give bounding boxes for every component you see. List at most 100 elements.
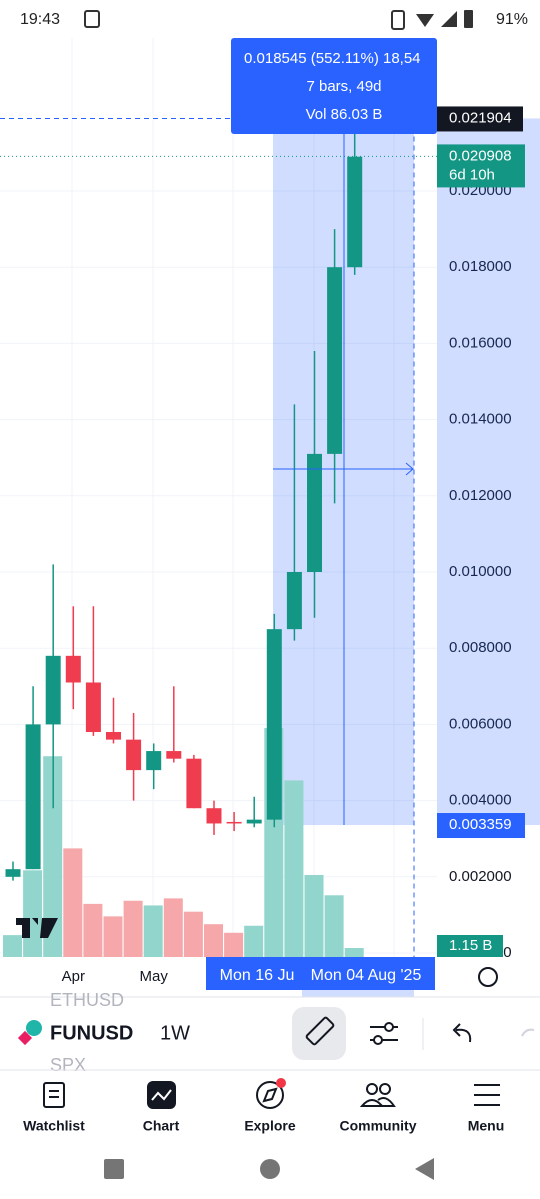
status-icon <box>84 10 100 28</box>
y-tick-label: 0.008000 <box>449 639 512 656</box>
interval[interactable]: 1W <box>160 1022 190 1044</box>
volume-bar <box>23 870 43 957</box>
y-tick-label: 0.010000 <box>449 563 512 580</box>
plot-area <box>0 38 437 957</box>
nav-icons <box>43 1081 500 1109</box>
signal-icon <box>441 11 457 27</box>
volume-bar <box>244 925 264 957</box>
volume-label: 1.15 B <box>449 937 492 954</box>
last-price: 0.020908 <box>449 147 512 164</box>
volume-label-box <box>437 935 503 957</box>
candle-body <box>186 758 202 809</box>
tooltip-line: 7 bars, 49d <box>306 78 381 95</box>
candle-body <box>307 453 322 572</box>
tooltip-line: 0.018545 (552.11%) 18,54 <box>244 50 421 67</box>
logo <box>16 918 58 938</box>
battery-icon <box>464 10 473 28</box>
indicators-button[interactable] <box>370 1022 398 1045</box>
nav-label[interactable]: Explore <box>244 1118 296 1134</box>
volume-bar <box>3 935 22 957</box>
measure-low-box <box>437 813 525 839</box>
symbol-icon <box>26 1020 42 1036</box>
candle-body <box>286 572 302 630</box>
status-battery: 91% <box>496 11 528 28</box>
y-tick-label: 0.016000 <box>449 334 512 351</box>
candle-body <box>45 655 61 725</box>
volume-bar <box>304 874 324 957</box>
volume-bar <box>204 924 223 957</box>
nav-label[interactable]: Menu <box>468 1118 505 1134</box>
volume-bar <box>324 895 344 957</box>
volume-bar <box>284 780 304 957</box>
recents-button[interactable] <box>104 1159 124 1179</box>
nav-label[interactable]: Watchlist <box>23 1118 85 1134</box>
home-button[interactable] <box>260 1159 280 1179</box>
x-tick-label: Apr <box>62 968 85 985</box>
candle-body <box>85 682 101 733</box>
tooltip-line: Vol 86.03 B <box>306 106 383 123</box>
candle-body <box>5 869 21 877</box>
y-tick-label: 0.012000 <box>449 487 512 504</box>
measure-tooltip <box>231 38 437 134</box>
status-time: 19:43 <box>20 11 60 28</box>
volume-bar <box>344 948 364 957</box>
ruler-button[interactable] <box>292 1007 346 1060</box>
measure-arrow <box>273 462 414 476</box>
volume-bar <box>63 848 83 957</box>
settings-icon[interactable] <box>478 967 498 987</box>
symbol-icon-2 <box>17 1030 33 1046</box>
countdown: 6d 10h <box>449 166 495 183</box>
candle-body <box>126 739 142 771</box>
measure-x-box <box>206 957 435 990</box>
volume-bar <box>123 900 143 957</box>
x-tick-label: May <box>140 968 169 985</box>
candle-body <box>25 724 41 870</box>
crosshair-price: 0.021904 <box>449 109 512 126</box>
status-bar <box>0 0 540 38</box>
candle-body <box>106 732 121 740</box>
next-symbol: SPX <box>50 1055 86 1075</box>
crosshair-price-box <box>437 106 523 132</box>
candle-body <box>327 267 343 454</box>
candle-body <box>65 655 81 683</box>
notification-dot <box>276 1078 286 1088</box>
volume-bar <box>224 932 244 957</box>
prev-symbol: ETHUSD <box>50 990 124 1010</box>
measure-start-date: Mon 16 Ju <box>220 967 295 984</box>
y-tick-label: 0.014000 <box>449 411 512 428</box>
volume-bar <box>103 916 123 957</box>
candle-body <box>266 629 282 820</box>
chart-nav-icon <box>147 1081 176 1109</box>
nav-label[interactable]: Community <box>340 1118 417 1134</box>
measure-low: 0.003359 <box>449 816 512 833</box>
wifi-icon <box>416 14 434 27</box>
candle-body <box>206 808 222 824</box>
redo-button <box>521 1028 535 1037</box>
candle-body <box>166 751 182 759</box>
symbol[interactable]: FUNUSD <box>50 1022 133 1044</box>
overlay: 0.021904 0.020908 6d 10h 0.003359 1.15 B 0.01… <box>16 38 525 957</box>
y-tick-label: 0.006000 <box>449 715 512 732</box>
undo-button[interactable] <box>452 1023 472 1043</box>
candle-body <box>246 819 262 824</box>
back-button[interactable] <box>415 1158 434 1180</box>
volume-bar <box>43 756 63 957</box>
volume-bar <box>163 898 183 957</box>
ruler-icon <box>305 1016 335 1046</box>
volume-bar <box>83 903 103 957</box>
price-axis: 0.0000000.0020000.0040000.0060000.008000… <box>437 118 540 961</box>
nav-label[interactable]: Chart <box>143 1118 180 1134</box>
last-price-box <box>437 144 525 188</box>
y-tick-label: 0.002000 <box>449 868 512 885</box>
volume-bar <box>183 911 203 957</box>
y-tick-label: 0.018000 <box>449 258 512 275</box>
measure-end-date: Mon 04 Aug '25 <box>311 967 422 984</box>
x-axis: Apr May Mon 16 Ju Mon 04 Aug '25 <box>62 957 435 997</box>
candle-body <box>146 751 162 771</box>
candle-body <box>226 821 242 824</box>
vibrate-icon <box>391 10 405 30</box>
candle-body <box>347 156 363 268</box>
bottom-nav: Watchlist Chart Explore Community Menu <box>23 1118 504 1134</box>
